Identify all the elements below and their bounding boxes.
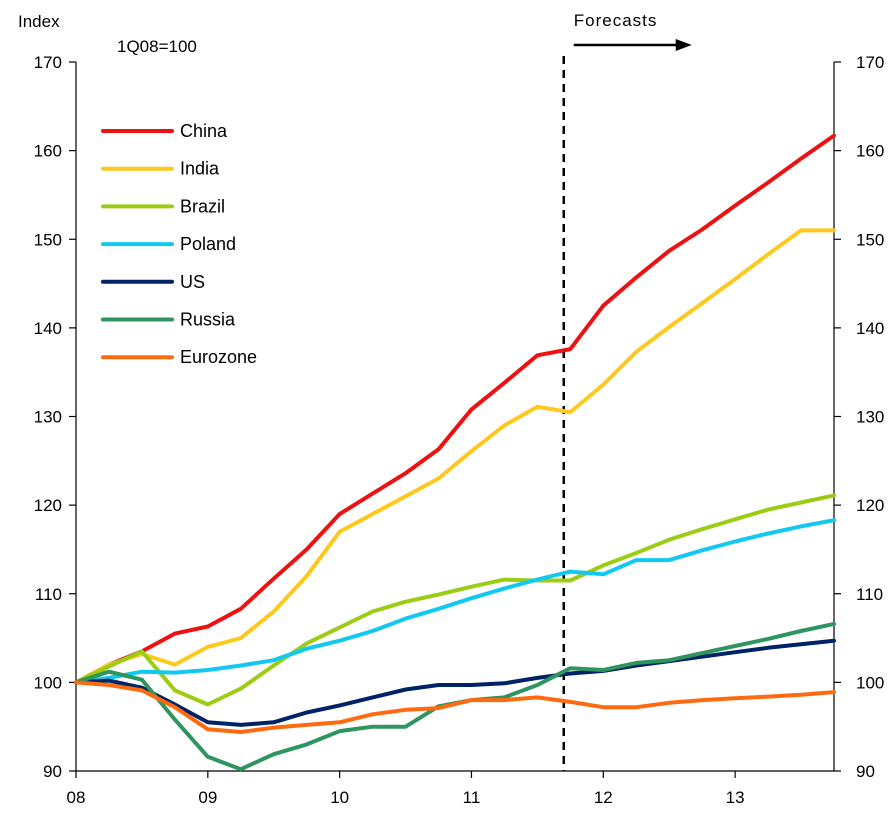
y-tick-label-right: 120 — [856, 496, 884, 515]
y-tick-label-left: 160 — [34, 142, 62, 161]
y-tick-label-right: 130 — [856, 408, 884, 427]
y-tick-label-left: 170 — [34, 53, 62, 72]
y-tick-label-right: 110 — [856, 585, 883, 604]
x-tick-label: 08 — [67, 788, 86, 807]
y-tick-label-left: 150 — [34, 230, 62, 249]
axes: 90 90 100 100 110 110 120 120 130 130 140 140 150 150… — [34, 53, 885, 807]
y-tick-label-left: 120 — [34, 496, 62, 515]
legend-label-brazil: Brazil — [180, 196, 225, 216]
y-tick-label-left: 140 — [34, 319, 62, 338]
y-tick-label-right: 100 — [856, 673, 884, 692]
series-line-india — [74, 228, 836, 685]
y-tick-label-right: 150 — [856, 230, 884, 249]
x-tick-label: 13 — [726, 788, 745, 807]
legend-label-china: China — [180, 121, 228, 141]
x-tick-label: 09 — [198, 788, 217, 807]
y-tick-label-left: 130 — [34, 408, 62, 427]
y-tick-label-right: 170 — [856, 53, 884, 72]
chart-subtitle: 1Q08=100 — [117, 37, 197, 56]
forecast-arrow-icon — [675, 39, 692, 51]
series-line-us — [74, 638, 836, 727]
y-tick-label-right: 90 — [856, 762, 875, 781]
series-line-china — [74, 133, 836, 685]
legend: China India Brazil Poland US Russia Eurozone — [101, 121, 257, 367]
forecast-label: Forecasts — [574, 11, 658, 30]
legend-label-eurozone: Eurozone — [180, 347, 257, 367]
y-tick-label-left: 100 — [34, 673, 62, 692]
legend-label-india: India — [180, 159, 220, 179]
x-tick-label: 11 — [463, 788, 481, 807]
y-tick-label-left: 90 — [43, 762, 62, 781]
y-axis-label: Index — [18, 12, 60, 31]
legend-label-poland: Poland — [180, 234, 236, 254]
y-tick-label-left: 110 — [35, 585, 62, 604]
y-tick-label-right: 140 — [856, 319, 884, 338]
y-tick-label-right: 160 — [856, 142, 884, 161]
legend-label-russia: Russia — [180, 310, 236, 330]
forecast-marker: Forecasts — [562, 11, 692, 771]
series-line-poland — [74, 518, 836, 685]
x-tick-label: 12 — [594, 788, 613, 807]
series-group — [74, 133, 836, 772]
x-tick-label: 10 — [330, 788, 349, 807]
series-line-brazil — [74, 493, 836, 707]
legend-label-us: US — [180, 272, 205, 292]
series-line-eurozone — [74, 680, 836, 734]
